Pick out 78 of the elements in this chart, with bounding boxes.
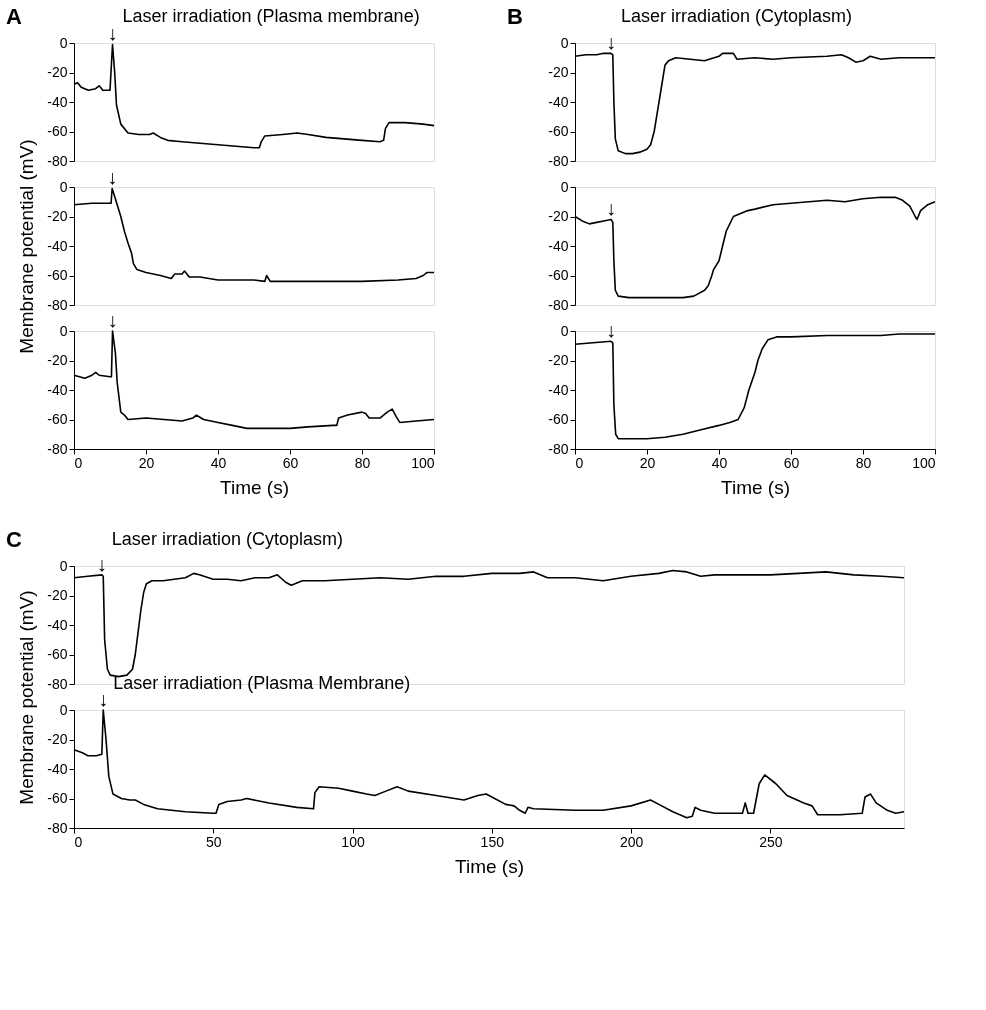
y-tick-label: 0 [59,701,68,718]
y-tick-label: -80 [47,819,68,836]
y-tick-label: -80 [47,296,68,313]
annotation: ↓ [606,319,616,342]
y-tick-label: -40 [47,237,68,254]
x-tick-label: 100 [341,833,365,850]
y-tick-label: -60 [47,646,68,662]
y-tick-label: -40 [47,616,68,633]
y-tick-label: 0 [59,322,68,339]
y-tick-label: -60 [548,411,569,427]
chart-title: C [6,527,22,552]
y-tick-label: -60 [47,123,68,139]
x-tick-label: 80 [354,454,371,471]
annotation: ↓ [606,197,616,220]
x-tick-label: 150 [480,833,505,850]
y-tick-label: 0 [59,34,68,51]
y-tick-label: -60 [548,267,569,283]
annotation: ↓ [107,309,118,331]
y-tick-label: -60 [47,267,68,283]
annotation: Laser irradiation (Plasma Membrane) [113,673,411,693]
y-tick-label: -40 [548,237,569,254]
annotation: ↓ [107,166,118,189]
x-tick-label: 60 [282,454,299,471]
x-tick-label: 40 [210,454,227,471]
y-tick-label: 0 [560,322,569,339]
y-tick-label: -40 [548,93,569,110]
x-tick-label: 40 [711,454,728,471]
x-tick-label: 0 [74,454,83,471]
x-tick-label: 200 [619,833,644,850]
x-tick-label: 250 [759,833,783,850]
y-tick-label: -20 [548,352,569,368]
y-tick-label: -20 [47,731,68,747]
text: Laser irradiation (Cytoplasm) [621,6,853,26]
y-tick-label: -60 [47,790,68,806]
x-tick-label: 20 [639,454,656,471]
x-tick-label: 50 [205,833,222,850]
y-axis-title: Membrane potential (mV) [16,590,38,805]
y-tick-label: -40 [47,760,68,777]
x-tick-label: 60 [783,454,800,471]
y-tick-label: -60 [47,411,68,427]
y-tick-label: -80 [548,152,569,169]
x-axis-title: Time (s) [220,476,289,498]
y-tick-label: -80 [47,440,68,457]
x-tick-label: 100 [411,454,435,471]
y-tick-label: -80 [47,675,68,692]
y-tick-label: -20 [47,587,68,603]
y-tick-label: -80 [548,296,569,313]
y-tick-label: -40 [548,381,569,398]
text: Laser irradiation (Cytoplasm) [111,529,343,549]
x-tick-label: 100 [912,454,936,471]
y-tick-label: -80 [548,440,569,457]
y-tick-label: -20 [47,64,68,80]
y-tick-label: -20 [548,64,569,80]
annotation: ↓ [606,31,616,54]
y-tick-label: 0 [560,178,569,195]
y-tick-label: 0 [59,557,68,574]
chart-title: A [6,4,22,29]
y-axis-title: Membrane potential (mV) [16,139,38,354]
x-tick-label: 0 [74,833,83,850]
y-tick-label: -20 [47,208,68,224]
y-tick-label: -60 [548,123,569,139]
x-tick-label: 20 [138,454,155,471]
annotation: ↓ [96,552,107,575]
chart-title: B [507,4,523,29]
x-tick-label: 80 [855,454,872,471]
text: Laser irradiation (Plasma membrane) [122,6,420,26]
x-axis-title: Time (s) [721,476,790,498]
annotation: ↓ [98,688,109,710]
y-tick-label: -40 [47,381,68,398]
y-tick-label: -20 [548,208,569,224]
y-tick-label: 0 [59,178,68,195]
x-axis-title: Time (s) [455,855,524,877]
x-tick-label: 0 [575,454,584,471]
y-tick-label: 0 [560,34,569,51]
y-tick-label: -40 [47,93,68,110]
annotation: ↓ [107,22,118,45]
y-tick-label: -80 [47,152,68,169]
y-tick-label: -20 [47,352,68,368]
